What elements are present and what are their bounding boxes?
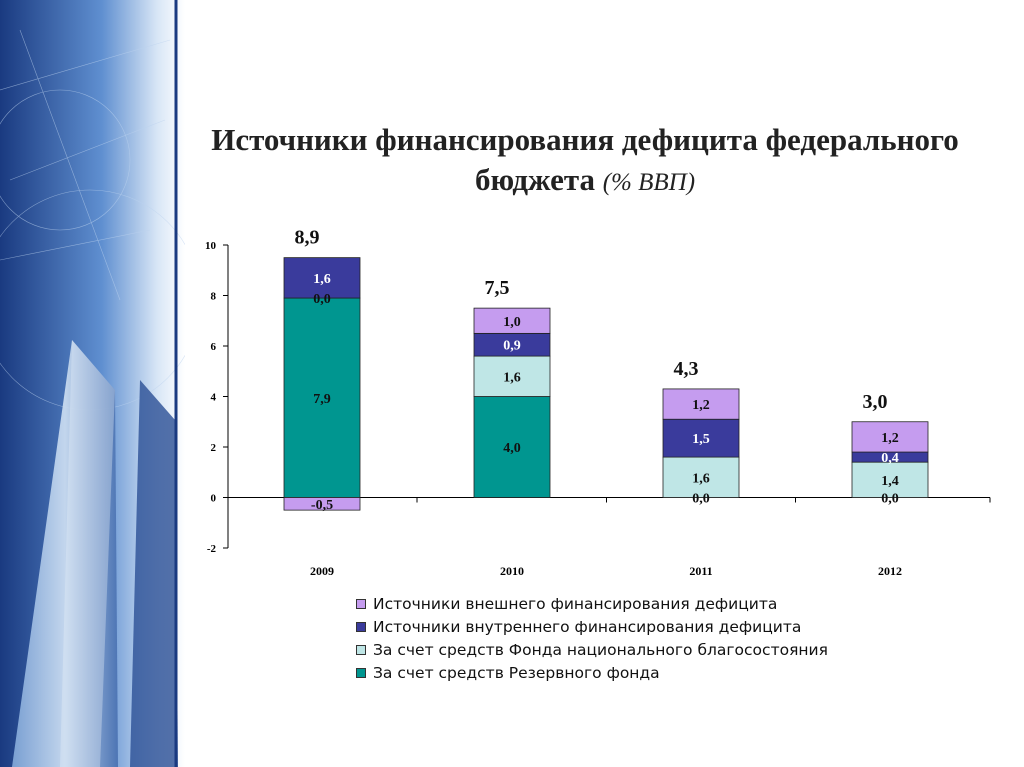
bar-total-label: 7,5	[485, 277, 510, 299]
chart-labels: 7,9 0,0 1,6 -0,5 8,9 2009 4,0 1,6 0,9 1,0 7,5 2010 0…	[295, 227, 903, 578]
bar-data-label: 0,4	[881, 451, 899, 466]
bar-data-label: 0,0	[692, 492, 710, 507]
bar-data-label: 0,0	[313, 292, 331, 307]
y-tick-label: 4	[211, 392, 217, 404]
bar-data-label: 7,9	[313, 392, 331, 407]
bar-segment	[662, 418, 740, 458]
bar-data-label: 1,6	[692, 471, 710, 486]
decorative-skyscraper-sidebar	[0, 0, 185, 767]
bar-total-label: 8,9	[295, 227, 320, 249]
legend-swatch	[356, 621, 366, 632]
bar-data-label: 4,0	[503, 441, 521, 456]
chart-bars	[283, 257, 929, 511]
x-category-label: 2012	[878, 564, 902, 578]
bar-data-label: -0,5	[311, 498, 333, 513]
legend-item: За счет средств Фонда национального благ…	[356, 638, 956, 661]
legend-label: Источники внешнего финансирования дефици…	[373, 594, 778, 613]
bar-data-label: 0,0	[881, 492, 899, 507]
legend-swatch	[356, 644, 366, 655]
bar-segment	[283, 257, 361, 299]
legend-swatch	[356, 667, 366, 678]
legend-label: Источники внутреннего финансирования деф…	[373, 617, 802, 636]
bar-total-label: 3,0	[863, 391, 888, 413]
x-category-label: 2009	[310, 564, 334, 578]
bar-data-label: 0,9	[503, 339, 521, 354]
legend-item: Источники внешнего финансирования дефици…	[356, 592, 956, 615]
y-tick-label: 0	[211, 493, 217, 505]
bar-segment	[851, 421, 929, 453]
bar-total-label: 4,3	[674, 358, 699, 380]
title-unit: (% ВВП)	[602, 169, 696, 196]
legend-item: За счет средств Резервного фонда	[356, 661, 956, 684]
y-tick-label: 2	[211, 442, 217, 454]
bar-segment	[283, 297, 361, 498]
legend-label: За счет средств Фонда национального благ…	[373, 640, 828, 659]
y-tick-label: 6	[211, 341, 217, 353]
bar-segment	[283, 497, 361, 511]
bar-data-label: 1,6	[313, 272, 331, 287]
x-category-label: 2010	[500, 564, 524, 578]
x-category-label: 2011	[689, 564, 712, 578]
y-tick-label: 10	[205, 240, 217, 252]
bar-segment	[662, 456, 740, 498]
title-main: Источники финансирования дефицита федера…	[211, 122, 959, 197]
bar-data-label: 1,6	[503, 370, 521, 385]
bar-data-label: 1,2	[692, 398, 710, 413]
legend-label: За счет средств Резервного фонда	[373, 663, 660, 682]
bar-data-label: 1,5	[692, 432, 710, 447]
bar-data-label: 1,0	[503, 315, 521, 330]
slide-title: Источники финансирования дефицита федера…	[185, 120, 985, 203]
bar-data-label: 1,2	[881, 431, 899, 446]
y-tick-label: -2	[207, 543, 217, 555]
legend-item: Источники внутреннего финансирования деф…	[356, 615, 956, 638]
bar-segment	[662, 388, 740, 420]
bar-segment	[473, 307, 551, 334]
bar-segment	[851, 461, 929, 498]
y-tick-label: 8	[211, 291, 217, 303]
bar-segment	[473, 355, 551, 397]
chart-legend: Источники внешнего финансирования дефици…	[356, 592, 956, 684]
legend-swatch	[356, 598, 366, 609]
bar-data-label: 1,4	[881, 474, 899, 489]
